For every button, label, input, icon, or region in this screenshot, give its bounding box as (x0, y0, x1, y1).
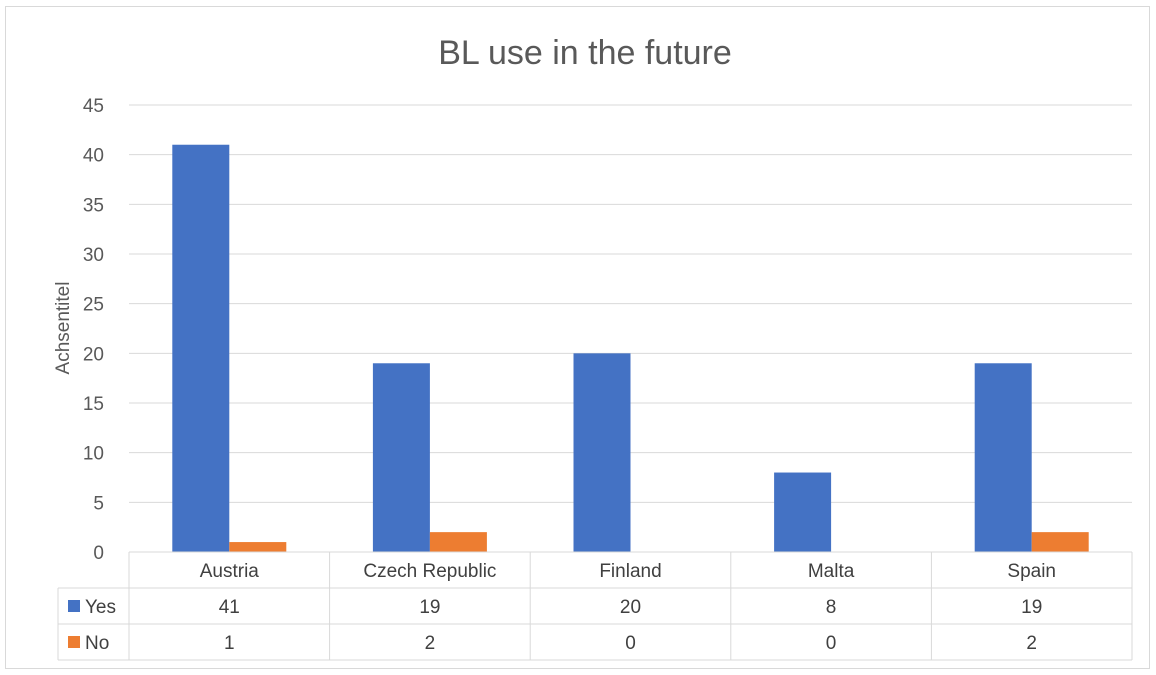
y-tick-label: 30 (83, 245, 104, 266)
data-label-no: 2 (1026, 633, 1037, 654)
data-label-yes: 8 (826, 597, 837, 618)
legend-label-yes: Yes (85, 597, 116, 618)
bar-yes (573, 353, 631, 552)
category-label: Malta (808, 561, 855, 582)
bar-yes (172, 144, 230, 552)
category-label: Czech Republic (363, 561, 496, 582)
data-label-no: 0 (625, 633, 636, 654)
y-tick-label: 5 (93, 493, 104, 514)
y-tick-label: 45 (83, 96, 104, 117)
bar-no (429, 532, 487, 552)
data-table: Austria Czech Republic Finland Malta Spain Ye… (57, 551, 1133, 661)
bar-yes (774, 472, 832, 552)
legend-label-no: No (85, 633, 109, 654)
bar-yes (372, 363, 430, 552)
category-label: Austria (200, 561, 260, 582)
data-label-yes: 20 (620, 597, 641, 618)
data-label-yes: 19 (419, 597, 440, 618)
y-tick-label: 0 (93, 543, 104, 564)
legend-swatch-no (68, 636, 80, 648)
chart-title: BL use in the future (438, 34, 732, 72)
bars (172, 144, 1089, 552)
category-label: Spain (1007, 561, 1056, 582)
y-tick-label: 35 (83, 195, 104, 216)
y-axis-title: Achsentitel (53, 282, 74, 375)
y-tick-label: 10 (83, 444, 104, 465)
y-tick-label: 25 (83, 295, 104, 316)
bar-no (1031, 532, 1089, 552)
y-tick-label: 20 (83, 344, 104, 365)
data-label-yes: 41 (219, 597, 240, 618)
category-label: Finland (599, 561, 661, 582)
bar-no (229, 542, 287, 552)
data-label-no: 1 (224, 633, 235, 654)
y-tick-label: 15 (83, 394, 104, 415)
y-tick-label: 40 (83, 146, 104, 167)
data-label-no: 0 (826, 633, 837, 654)
data-label-no: 2 (425, 633, 436, 654)
y-axis-ticks: 0 5 10 15 20 25 30 35 40 45 (83, 96, 104, 564)
data-label-yes: 19 (1021, 597, 1042, 618)
legend-swatch-yes (68, 600, 80, 612)
bar-yes (974, 363, 1032, 552)
